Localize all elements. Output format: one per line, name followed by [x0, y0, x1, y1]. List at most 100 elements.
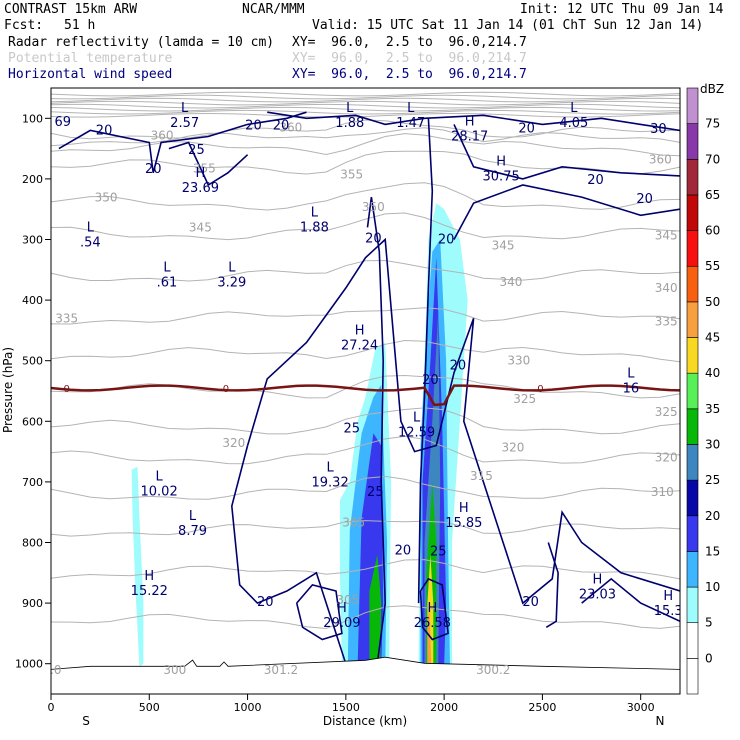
extremum-value-21: 29.09 — [323, 616, 360, 631]
colorbar: 0 5 10 15 20 25 30 35 40 45 50 55 60 65 70 75 dBZ — [686, 82, 724, 695]
theta-upper-4 — [51, 103, 680, 109]
wind-contour-8 — [419, 577, 449, 641]
extremum-value-7: 1.88 — [300, 220, 329, 235]
theta-contour-6 — [51, 259, 680, 282]
colorbar-label-7: 35 — [705, 402, 720, 416]
theta-contour-11 — [51, 435, 680, 465]
wind-label-0: 20 — [96, 123, 113, 138]
theta-upper-0 — [51, 91, 680, 97]
colorbar-swatch-8 — [686, 372, 699, 410]
extremum-value-1: 1.88 — [335, 116, 364, 131]
wind-contour-5 — [246, 237, 680, 605]
colorbar-swatch-10 — [686, 301, 699, 338]
colorbar-swatch-5 — [686, 479, 699, 517]
theta-label-1: 360 — [279, 120, 302, 134]
theta-label-23: 305 — [336, 593, 359, 607]
theta-label-8: 345 — [492, 239, 515, 253]
y-tick-label-5: 600 — [22, 415, 43, 428]
x-axis-label: Distance (km) — [323, 714, 407, 728]
theta-contour-5 — [51, 212, 680, 241]
theta-contours — [51, 91, 680, 630]
x-axis: 0 500 1000 1500 2000 2500 3000 — [48, 694, 655, 714]
extremum-value-6: 23.69 — [182, 181, 219, 196]
field-name-reflectivity: Radar reflectivity (lamda = 10 cm) — [8, 35, 275, 50]
extremum-value-15: 10.02 — [141, 485, 178, 500]
forecast-hours: 51 h — [64, 18, 96, 33]
extremum-type-5: H — [496, 155, 506, 170]
theta-contour-7 — [51, 307, 680, 325]
wind-contour-3 — [453, 124, 680, 180]
extremum-value-3: 28.17 — [451, 130, 488, 145]
extremum-value-12: 16 — [623, 382, 640, 397]
extremum-type-2: L — [407, 101, 415, 116]
theta-contour-0 — [51, 119, 680, 140]
extremum-value-10: 3.29 — [217, 276, 246, 291]
theta-contour-15 — [51, 605, 680, 630]
colorbar-label-12: 60 — [705, 224, 720, 238]
colorbar-swatch-15 — [686, 123, 699, 160]
extremum-value-19: 23.03 — [579, 588, 616, 603]
colorbar-swatch-14 — [686, 158, 699, 196]
reflectivity-cell-0 — [131, 466, 144, 667]
extremum-type-1: L — [346, 101, 354, 116]
extremum-type-22: H — [427, 601, 437, 616]
theta-label-17: 320 — [222, 436, 245, 450]
extremum-type-15: L — [155, 470, 163, 485]
freezing-label-1: 0 — [223, 384, 229, 395]
wind-label-1: 20 — [245, 119, 262, 134]
extremum-type-6: H — [195, 166, 205, 181]
colorbar-swatch-4 — [686, 515, 699, 552]
wind-label-2: 20 — [273, 119, 290, 134]
extremum-value-14: 19.32 — [312, 476, 349, 491]
theta-label-15: 325 — [513, 392, 536, 406]
x-tick-label-5: 2500 — [528, 701, 556, 714]
theta-label-13: 335 — [655, 314, 678, 328]
x-start-label: S — [82, 714, 90, 728]
theta-label-7: 345 — [189, 220, 212, 234]
valid-time: Valid: 15 UTC Sat 11 Jan 14 (01 ChT Sun … — [312, 18, 704, 33]
colorbar-swatch-13 — [686, 194, 699, 231]
extremum-type-14: L — [326, 461, 334, 476]
colorbar-label-5: 25 — [705, 473, 720, 487]
colorbar-swatch-6 — [686, 444, 699, 481]
theta-label-27: 2.0 — [42, 663, 61, 677]
colorbar-label-0: 0 — [705, 651, 713, 665]
y-tick-label-6: 700 — [22, 476, 43, 489]
theta-label-25: 301.2 — [264, 663, 298, 677]
wind-label-9: 20 — [450, 359, 467, 374]
plot-frame — [50, 87, 681, 695]
wind-contour-2 — [267, 111, 680, 132]
colorbar-label-13: 65 — [705, 188, 720, 202]
colorbar-label-6: 30 — [705, 437, 720, 451]
extremum-type-12: L — [627, 367, 635, 382]
theta-contour-14 — [51, 559, 680, 580]
extremum-value-2: 1.47 — [396, 116, 425, 131]
extremum-type-3: H — [465, 115, 475, 130]
extremum-value-4: 4.05 — [559, 116, 588, 131]
y-tick-label-3: 400 — [22, 294, 43, 307]
theta-label-24: 300 — [163, 663, 186, 677]
y-axis-label: Pressure (hPa) — [1, 347, 15, 433]
theta-contour-4 — [51, 182, 680, 211]
theta-contour-12 — [51, 475, 680, 500]
reflectivity-cell-4 — [369, 554, 382, 667]
theta-label-6: 350 — [362, 200, 385, 214]
x-end-label: N — [656, 714, 665, 728]
field-name-theta: Potential temperature — [8, 51, 173, 66]
extremum-value-16: 15.85 — [445, 516, 482, 531]
colorbar-swatch-11 — [686, 265, 699, 303]
theta-contour-10 — [51, 407, 680, 435]
wind-label-15: 25 — [343, 422, 360, 437]
extremum-type-4: L — [570, 101, 578, 116]
colorbar-label-9: 45 — [705, 331, 720, 345]
theta-upper-1 — [51, 94, 680, 100]
org-title: NCAR/MMM — [242, 2, 305, 17]
theta-label-2: 360 — [649, 153, 672, 167]
y-tick-label-2: 300 — [22, 234, 43, 247]
wind-label-10: 20 — [422, 373, 439, 388]
extremum-value-17: 8.79 — [178, 524, 207, 539]
freezing-level: 0 0 0 — [51, 384, 680, 407]
extremum-type-11: H — [355, 324, 365, 339]
extremum-type-20: H — [663, 589, 673, 604]
